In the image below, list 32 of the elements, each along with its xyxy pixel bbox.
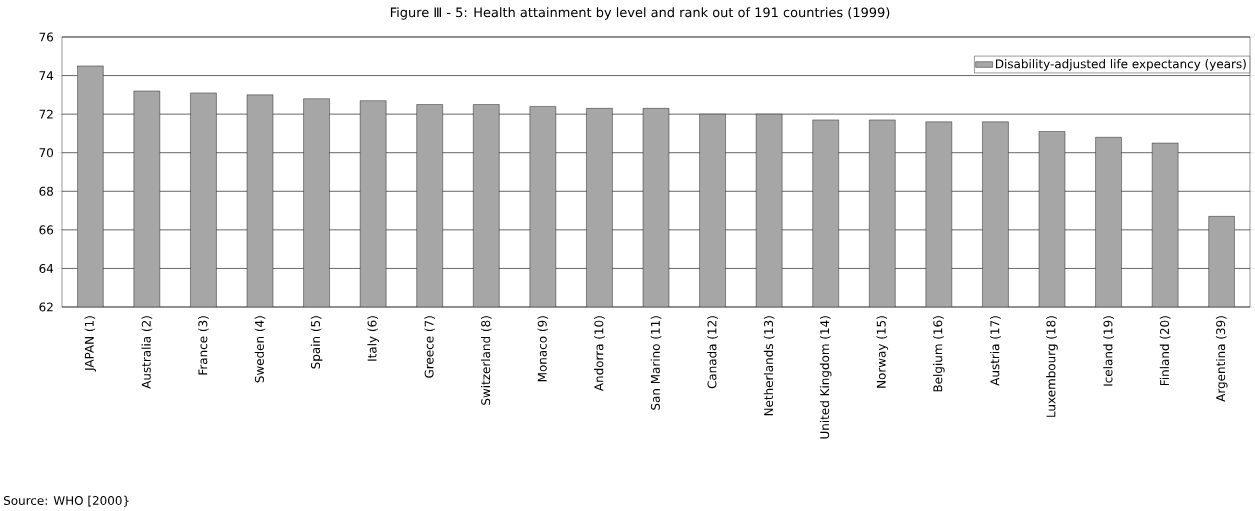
- x-tick-label: Greece (7): [424, 316, 436, 378]
- x-tick-label: Canada (12): [707, 316, 718, 389]
- x-tick-label: United Kingdom (14): [819, 316, 832, 439]
- x-tick-label: San Marino (11): [650, 316, 662, 410]
- y-tick-label: 74: [39, 71, 54, 80]
- x-tick-label: Monaco (9): [537, 316, 549, 382]
- x-tick-label: Norway (15): [876, 316, 889, 388]
- legend-label: Disability-adjusted life expectancy (years): [995, 59, 1246, 71]
- chart-title: Figure Ⅲ - 5: Health attainment by level and rank out of 191 countries (1999): [390, 7, 890, 20]
- y-tick-label: 62: [39, 302, 53, 312]
- y-tick-label: 64: [39, 263, 54, 273]
- source-note: Source: WHO [2000}: [3, 495, 129, 507]
- x-tick-label: France (3): [198, 316, 209, 375]
- x-tick-label: Andorra (10): [594, 316, 605, 392]
- x-tick-label: Argentina (39): [1215, 316, 1228, 402]
- x-tick-label: Australia (2): [141, 316, 153, 389]
- x-tick-label: Switzerland (8): [480, 316, 492, 405]
- x-tick-label: Sweden (4): [254, 316, 266, 383]
- x-tick-label: Finland (20): [1159, 316, 1171, 386]
- x-tick-label: Iceland (19): [1103, 316, 1114, 386]
- x-tick-label: Belgium (16): [933, 316, 945, 392]
- x-tick-label: Luxembourg (18): [1046, 316, 1058, 417]
- x-tick-label: Netherlands (13): [763, 316, 775, 416]
- y-tick-label: 66: [39, 225, 54, 235]
- x-tick-label: JAPAN (1): [84, 316, 97, 372]
- x-tick-label: Austria (17): [990, 316, 1001, 386]
- x-tick-label: Italy (6): [367, 316, 379, 361]
- y-tick-label: 76: [39, 32, 54, 42]
- x-tick-label: Spain (5): [310, 316, 323, 369]
- y-tick-label: 70: [39, 148, 54, 158]
- y-tick-label: 68: [39, 186, 53, 196]
- y-tick-label: 72: [39, 109, 53, 119]
